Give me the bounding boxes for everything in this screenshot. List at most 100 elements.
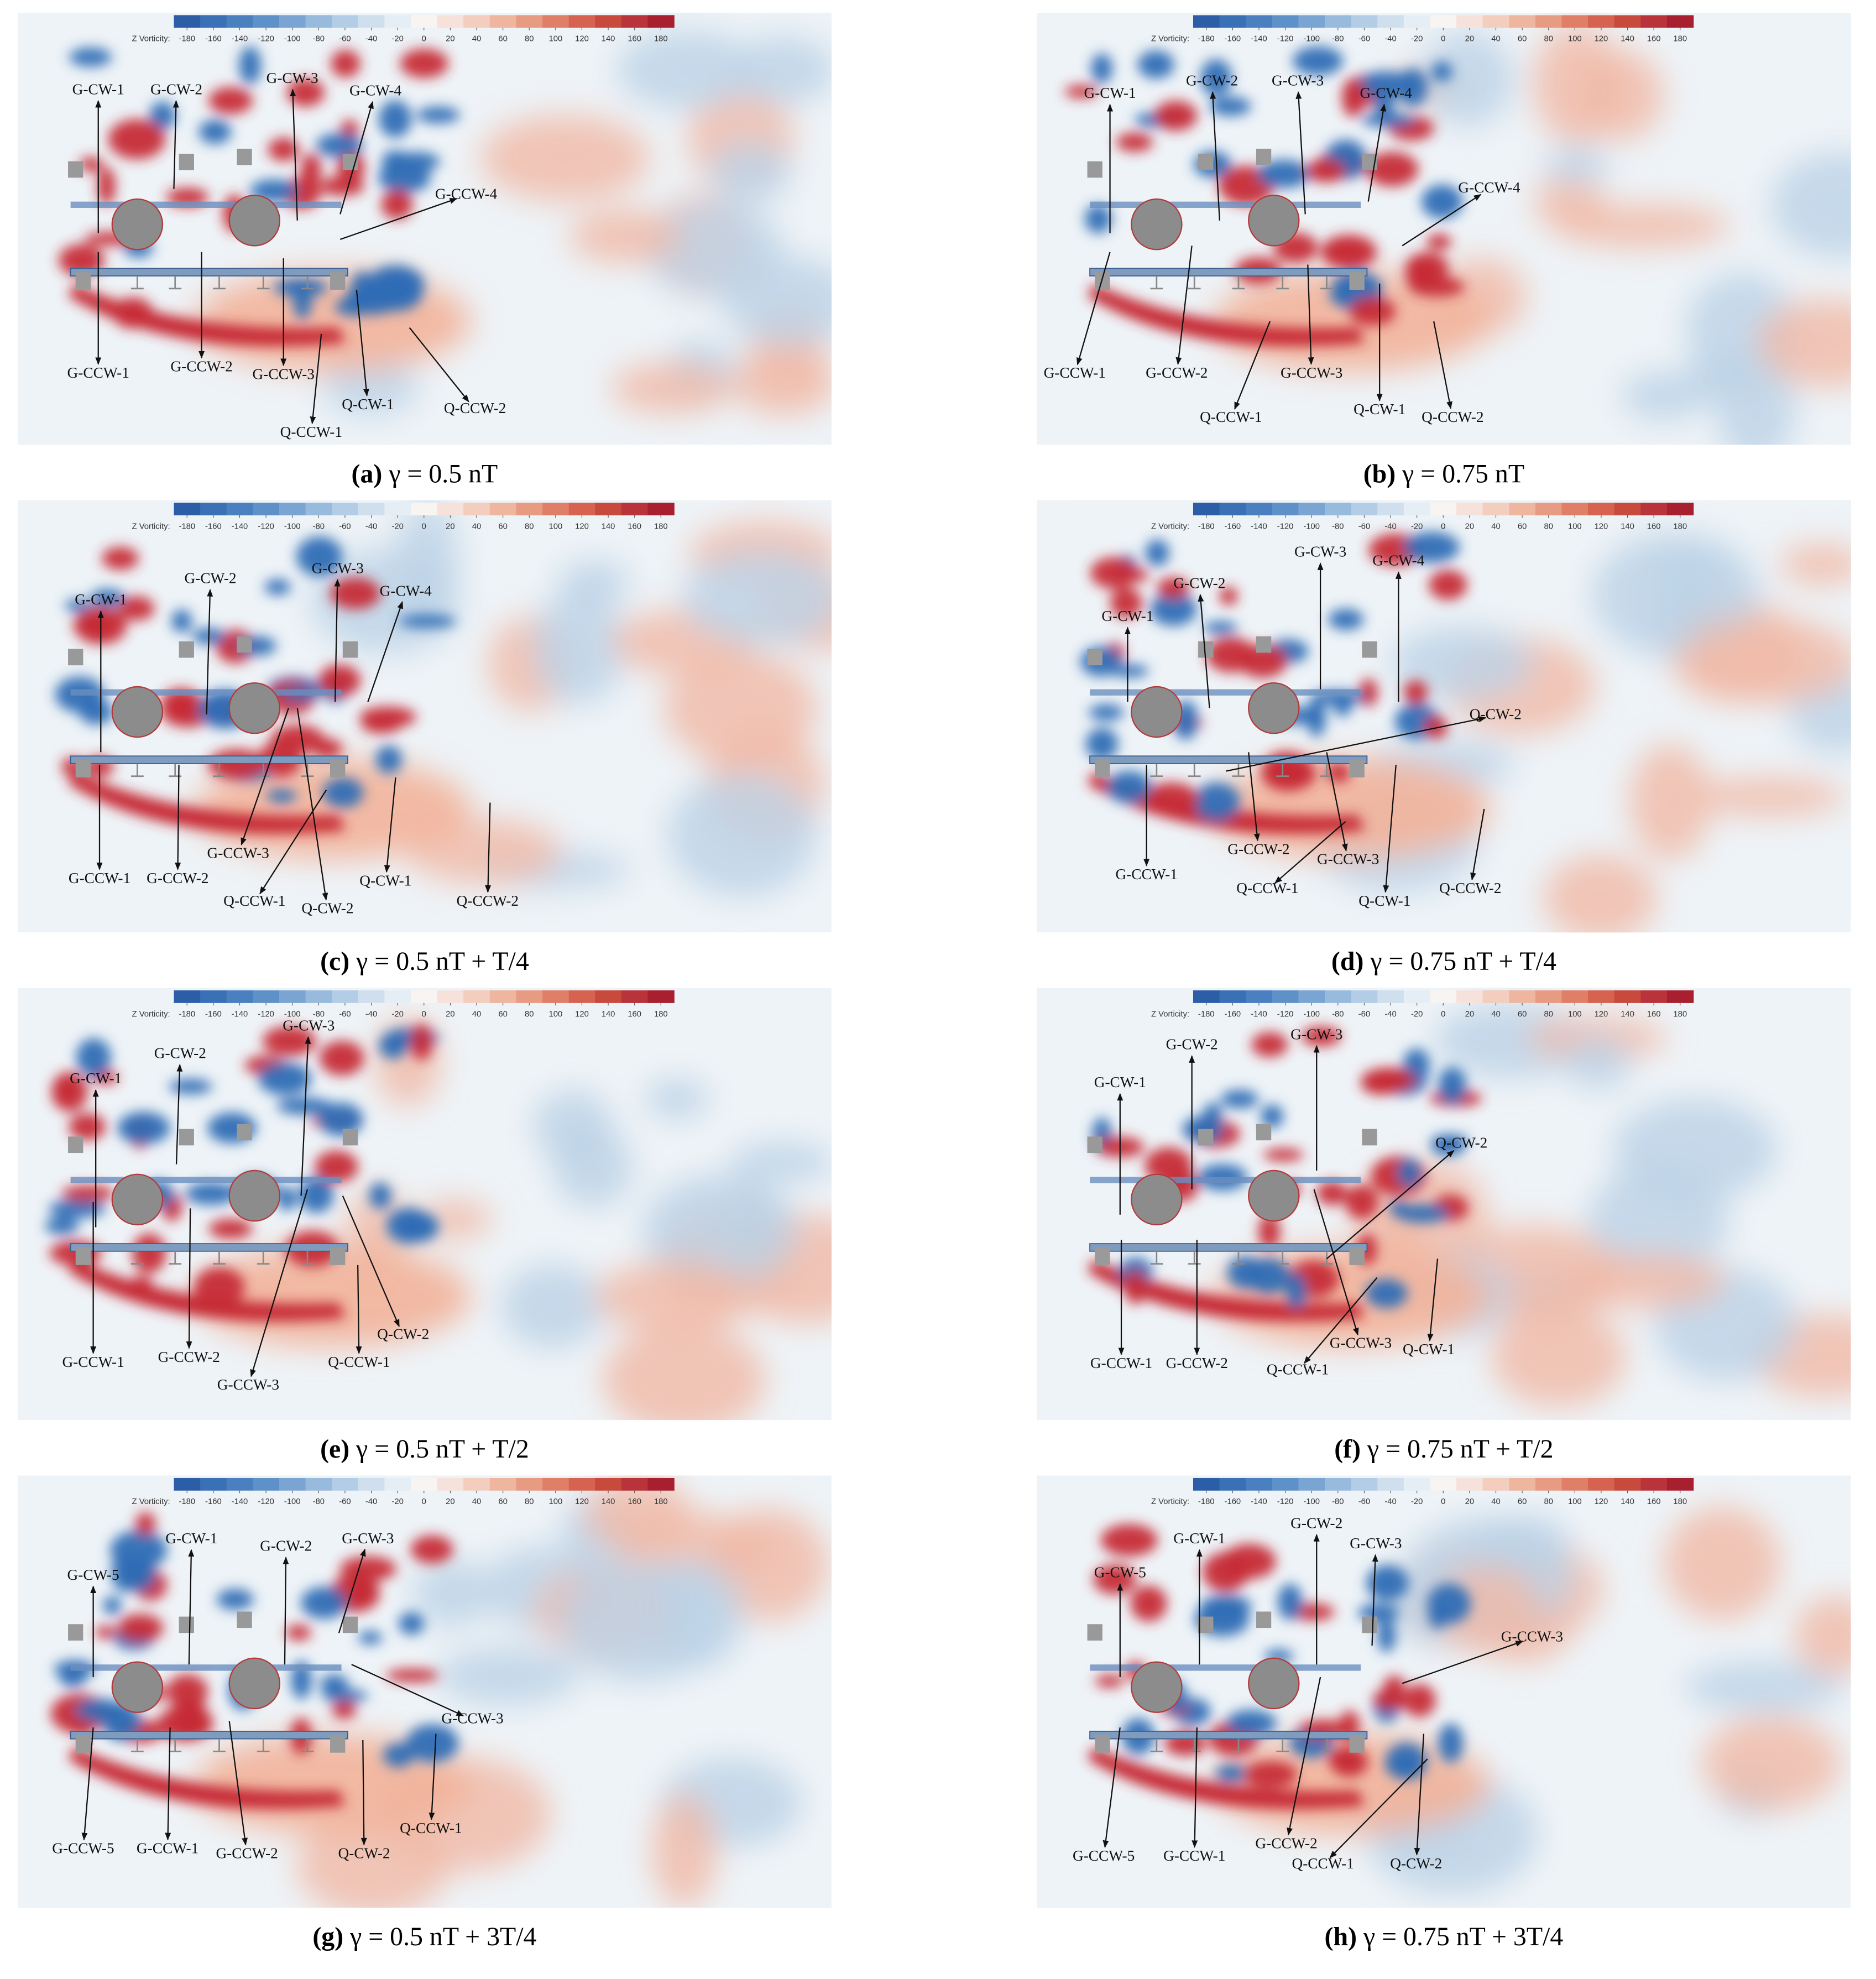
stiffener [1150, 276, 1163, 290]
vortex [316, 133, 363, 158]
girder [1256, 1611, 1272, 1628]
vortex-label: G-CCW-1 [1044, 364, 1106, 381]
colorbar-tick-label: 160 [1647, 1497, 1661, 1506]
colorbar-tick-label: -140 [1251, 1010, 1267, 1019]
stiffener [301, 1251, 314, 1265]
deck-end [1349, 760, 1365, 777]
vortex [1397, 1158, 1422, 1187]
colorbar-tick-label: 0 [1441, 1497, 1445, 1506]
vortex-label: Q-CCW-2 [1422, 409, 1483, 425]
colorbar-tick-label: -120 [258, 522, 274, 531]
caption: (f) γ = 0.75 nT + T/2 [1334, 1434, 1553, 1464]
beam [1090, 689, 1361, 696]
colorbar-swatch [410, 1477, 438, 1491]
deck-end [75, 1247, 91, 1265]
arrow [367, 601, 403, 702]
vorticity-field [17, 12, 832, 445]
colorbar-tick-label: -80 [1332, 35, 1344, 44]
girder [1362, 1129, 1377, 1146]
shear-layer [1087, 283, 1365, 346]
stiffener [257, 763, 270, 777]
colorbar-tick-label: 80 [525, 522, 534, 531]
colorbar-tick-label: -100 [284, 1010, 301, 1019]
cylinder [1248, 195, 1300, 247]
vortex [79, 156, 103, 172]
colorbar-tick-label: -140 [1251, 522, 1267, 531]
structure [68, 148, 358, 290]
colorbar-swatch [226, 503, 253, 516]
vortex [1226, 1710, 1277, 1737]
girder [1087, 649, 1102, 666]
arrow [1225, 716, 1487, 772]
vortex [90, 589, 126, 607]
beam [1090, 1664, 1361, 1671]
vortex-label: G-CW-1 [70, 1070, 122, 1087]
deck-end [1095, 272, 1110, 290]
wake-blob [616, 30, 757, 110]
stiffener [1320, 1251, 1333, 1265]
caption: (d) γ = 0.75 nT + T/4 [1331, 947, 1556, 976]
colorbar-swatch [1272, 1477, 1299, 1491]
vortex [1110, 664, 1149, 678]
caption-letter: (h) [1325, 1922, 1357, 1951]
vortex-label: G-CCW-3 [217, 1376, 279, 1393]
colorbar-tick-label: 180 [1673, 522, 1687, 531]
colorbar-tick-label: 60 [1518, 1010, 1527, 1019]
vortex-label: Q-CW-1 [342, 396, 394, 412]
vortex [1206, 637, 1256, 673]
vortex [1093, 1564, 1136, 1595]
colorbar-tick-label: -60 [1358, 522, 1370, 531]
wake-blob [1532, 24, 1622, 144]
colorbar-swatch [358, 503, 385, 516]
arrow [1367, 103, 1387, 202]
stiffener [1276, 763, 1289, 777]
vortex-label: G-CCW-1 [137, 1840, 198, 1856]
colorbar-swatch [568, 1477, 595, 1491]
colorbar-tick-label: -60 [339, 35, 351, 44]
vortex [1361, 113, 1415, 127]
colorbar-swatch [174, 1477, 201, 1491]
caption: (b) γ = 0.75 nT [1363, 459, 1524, 488]
stiffener [1232, 276, 1245, 290]
colorbar: Z Vorticity: -180 -160 -140 -120 -100 -80 -60 -4… [1151, 990, 1694, 1019]
wake-blob [1543, 854, 1657, 933]
vortex-label: G-CCW-2 [1227, 840, 1289, 857]
colorbar-swatch [410, 503, 438, 516]
colorbar-tick-label: 40 [472, 1010, 481, 1019]
colorbar-tick-label: 0 [422, 35, 426, 44]
colorbar-tick-label: 160 [628, 35, 641, 44]
colorbar-tick-label: 100 [1568, 1010, 1582, 1019]
stiffener [130, 276, 144, 290]
colorbar-tick-label: 160 [1647, 35, 1661, 44]
colorbar: Z Vorticity: -180 -160 -140 -120 -100 -80 -60 -4… [1151, 503, 1694, 531]
colorbar-swatch [1640, 990, 1668, 1003]
wake-blob [645, 1078, 709, 1120]
vortex [1307, 698, 1326, 738]
vortex-label: G-CCW-2 [170, 358, 232, 375]
caption: (h) γ = 0.75 nT + 3T/4 [1325, 1922, 1564, 1951]
colorbar-swatch [437, 1477, 464, 1491]
wake-blob [436, 1647, 579, 1705]
colorbar-tick-label: 40 [472, 522, 481, 531]
arrow [1313, 1189, 1359, 1336]
vortex [130, 1275, 153, 1295]
vortex [339, 1556, 397, 1581]
colorbar-swatch [200, 503, 227, 516]
vortex-label: G-CW-2 [1290, 1515, 1342, 1532]
vortex [1357, 71, 1413, 98]
colorbar-swatch [1666, 990, 1694, 1003]
colorbar-swatch [621, 503, 649, 516]
colorbar-swatch [542, 1477, 569, 1491]
colorbar-swatch [568, 990, 595, 1003]
vortex [319, 1040, 364, 1076]
colorbar-tick-label: 60 [498, 522, 507, 531]
arrow [356, 1265, 362, 1354]
colorbar-title: Z Vorticity: [132, 1497, 170, 1506]
colorbar-swatch [568, 15, 595, 28]
colorbar-swatch [332, 1477, 359, 1491]
colorbar-swatch [1325, 990, 1352, 1003]
colorbar-swatch [226, 1477, 253, 1491]
vortex-label: G-CW-3 [283, 1017, 335, 1033]
arrow [1433, 321, 1452, 410]
vortex [1202, 1552, 1249, 1592]
